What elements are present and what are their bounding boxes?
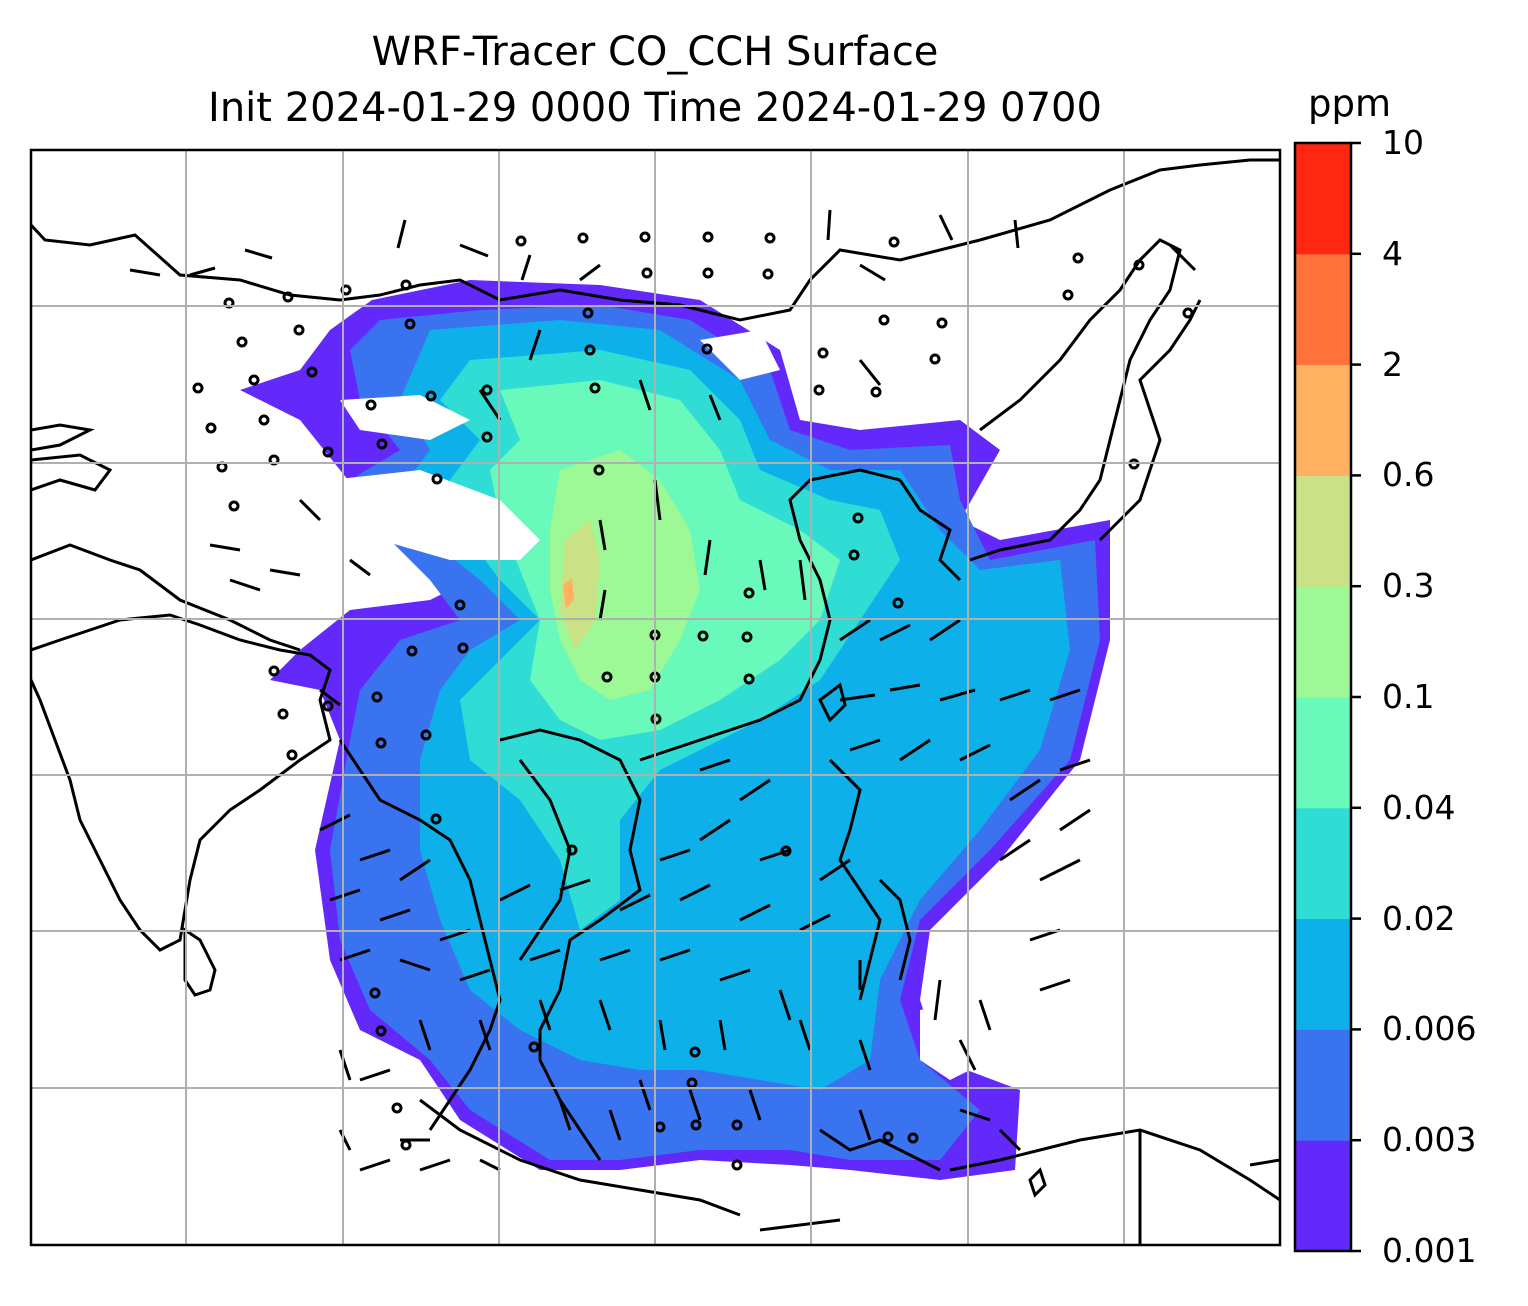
colorbar-segment	[1295, 475, 1351, 587]
colorbar-segment	[1295, 143, 1351, 255]
colorbar-tick-label: 0.02	[1382, 898, 1456, 938]
colorbar-tick-label: 0.006	[1382, 1009, 1477, 1049]
colorbar-tick-label: 0.04	[1382, 787, 1456, 827]
map-title-line1: WRF-Tracer CO_CCH Surface	[371, 29, 939, 75]
colorbar-segment	[1295, 697, 1351, 809]
map-title-line2: Init 2024-01-29 0000 Time 2024-01-29 070…	[208, 85, 1102, 131]
colorbar-tick-label: 0.3	[1382, 566, 1435, 606]
concentration-field	[240, 280, 1110, 1180]
colorbar-tick-label: 2	[1382, 344, 1403, 384]
colorbar-segment	[1295, 253, 1351, 366]
colorbar-unit-label: ppm	[1308, 82, 1392, 125]
colorbar-segment	[1295, 586, 1351, 698]
colorbar	[1293, 141, 1361, 1253]
colorbar-tick-label: 10	[1382, 123, 1424, 162]
colorbar-tick-label: 0.1	[1382, 677, 1435, 716]
colorbar-segment	[1295, 807, 1351, 920]
colorbar-segment	[1295, 918, 1351, 1030]
colorbar-segment	[1295, 1029, 1351, 1141]
field-level-0.6	[563, 578, 574, 608]
colorbar-tick-label: 0.6	[1382, 455, 1435, 495]
map-panel	[31, 150, 1280, 1245]
wind-barbs	[129, 209, 1197, 1172]
colorbar-tick-label: 0.003	[1382, 1120, 1477, 1160]
colorbar-segment	[1295, 1140, 1351, 1252]
gridlines	[31, 150, 1280, 1245]
field-level-0.3	[560, 520, 600, 650]
colorbar-segment	[1295, 364, 1351, 476]
field-level-0.1	[550, 450, 700, 700]
colorbar-tick-label: 0.001	[1382, 1231, 1477, 1270]
map-frame	[29, 148, 1282, 1247]
colorbar-tick-label: 4	[1382, 233, 1403, 273]
